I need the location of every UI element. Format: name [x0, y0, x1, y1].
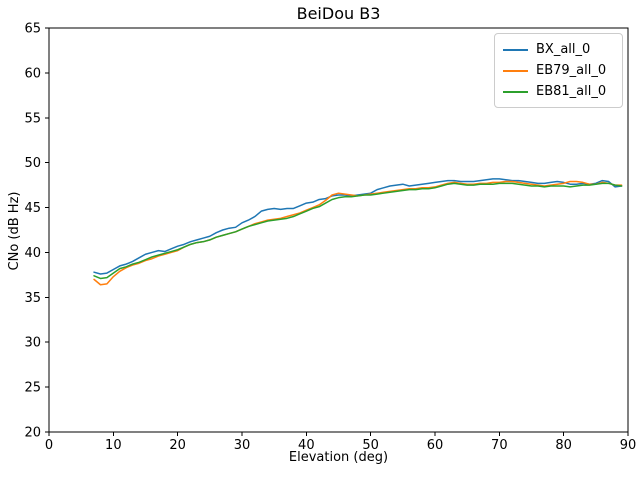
x-tick-label: 0 — [45, 438, 53, 453]
series-line-EB79_all_0 — [93, 180, 623, 286]
legend-label: EB79_all_0 — [536, 63, 607, 78]
legend-label: EB81_all_0 — [536, 84, 607, 99]
axes-spines — [48, 27, 629, 433]
x-tick-label: 50 — [362, 438, 379, 453]
legend-label: BX_all_0 — [536, 42, 591, 57]
x-tick-label: 10 — [105, 438, 122, 453]
y-tick-label: 55 — [24, 111, 41, 126]
y-tick-label: 45 — [24, 201, 41, 216]
x-tick-label: 40 — [298, 438, 315, 453]
y-axis-label: CNo (dB Hz) — [7, 191, 22, 271]
y-tick-label: 60 — [24, 66, 41, 81]
chart-title: BeiDou B3 — [296, 4, 381, 23]
legend: BX_all_0 EB79_all_0 EB81_all_0 — [494, 33, 623, 108]
legend-line-icon — [503, 48, 528, 51]
y-tick-label: 30 — [24, 336, 41, 351]
series-line-EB81_all_0 — [93, 182, 623, 280]
x-tick-label: 60 — [427, 438, 444, 453]
legend-line-icon — [503, 90, 528, 93]
y-tick-label: 25 — [24, 381, 41, 396]
x-tick-label: 70 — [491, 438, 508, 453]
series-line-BX_all_0 — [93, 178, 623, 275]
y-tick-label: 40 — [24, 246, 41, 261]
x-tick-label: 80 — [555, 438, 572, 453]
x-axis-label: Elevation (deg) — [288, 450, 389, 465]
legend-line-icon — [503, 69, 528, 72]
x-tick-label: 30 — [234, 438, 251, 453]
y-tick-label: 20 — [24, 426, 41, 441]
x-tick-label: 90 — [620, 438, 637, 453]
legend-item-EB79_all_0: EB79_all_0 — [503, 60, 615, 81]
y-tick-label: 50 — [24, 156, 41, 171]
x-tick-label: 20 — [169, 438, 186, 453]
y-tick-label: 35 — [24, 291, 41, 306]
legend-item-BX_all_0: BX_all_0 — [503, 39, 615, 60]
y-tick-label: 65 — [24, 22, 41, 37]
legend-item-EB81_all_0: EB81_all_0 — [503, 81, 615, 102]
